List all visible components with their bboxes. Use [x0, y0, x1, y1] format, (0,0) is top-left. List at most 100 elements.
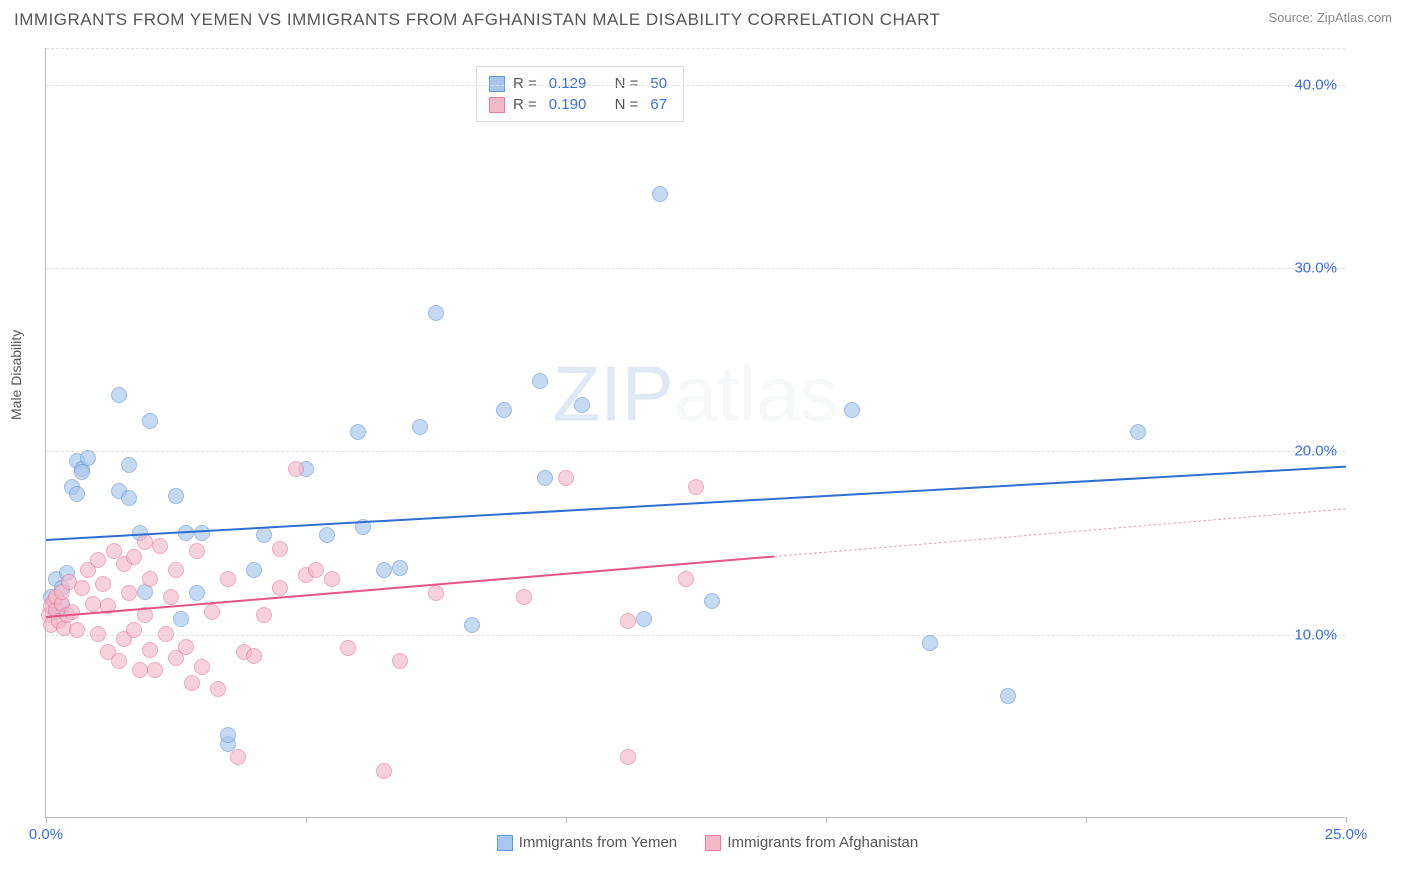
data-point — [376, 562, 392, 578]
data-point — [80, 450, 96, 466]
data-point — [574, 397, 590, 413]
x-tick-label: 25.0% — [1325, 826, 1368, 843]
data-point — [256, 607, 272, 623]
data-point — [392, 653, 408, 669]
data-point — [516, 589, 532, 605]
data-point — [620, 749, 636, 765]
data-point — [220, 571, 236, 587]
data-point — [412, 419, 428, 435]
x-tick — [46, 817, 47, 823]
data-point — [168, 562, 184, 578]
data-point — [636, 611, 652, 627]
y-axis-label: Male Disability — [8, 330, 24, 420]
data-point — [69, 622, 85, 638]
data-point — [147, 662, 163, 678]
data-point — [152, 538, 168, 554]
trend-line-extrapolated — [774, 508, 1346, 557]
data-point — [652, 186, 668, 202]
data-point — [1000, 688, 1016, 704]
data-point — [558, 470, 574, 486]
y-tick-label: 20.0% — [1294, 443, 1337, 460]
gridline-h — [46, 635, 1345, 636]
correlation-legend: R = 0.129 N = 50 R = 0.190 N = 67 — [476, 66, 684, 122]
y-tick-label: 10.0% — [1294, 626, 1337, 643]
data-point — [85, 596, 101, 612]
data-point — [922, 635, 938, 651]
data-point — [132, 662, 148, 678]
gridline-h — [46, 85, 1345, 86]
data-point — [95, 576, 111, 592]
data-point — [220, 727, 236, 743]
data-point — [90, 552, 106, 568]
data-point — [340, 640, 356, 656]
chart-title: IMMIGRANTS FROM YEMEN VS IMMIGRANTS FROM… — [14, 10, 940, 30]
trend-line — [46, 466, 1346, 541]
data-point — [246, 648, 262, 664]
data-point — [137, 534, 153, 550]
data-point — [350, 424, 366, 440]
data-point — [620, 613, 636, 629]
data-point — [210, 681, 226, 697]
data-point — [178, 639, 194, 655]
data-point — [194, 659, 210, 675]
chart-plot-area: ZIPatlas R = 0.129 N = 50 R = 0.190 N = … — [45, 48, 1345, 818]
data-point — [90, 626, 106, 642]
data-point — [121, 490, 137, 506]
gridline-h — [46, 451, 1345, 452]
data-point — [319, 527, 335, 543]
x-tick — [1086, 817, 1087, 823]
data-point — [324, 571, 340, 587]
data-point — [126, 549, 142, 565]
data-point — [230, 749, 246, 765]
x-tick — [306, 817, 307, 823]
data-point — [163, 589, 179, 605]
data-point — [194, 525, 210, 541]
data-point — [704, 593, 720, 609]
data-point — [308, 562, 324, 578]
y-tick-label: 30.0% — [1294, 260, 1337, 277]
data-point — [464, 617, 480, 633]
swatch-yemen-bottom — [497, 835, 513, 851]
gridline-h — [46, 268, 1345, 269]
data-point — [256, 527, 272, 543]
data-point — [272, 580, 288, 596]
data-point — [111, 653, 127, 669]
legend-row-afghanistan: R = 0.190 N = 67 — [489, 94, 671, 115]
data-point — [246, 562, 262, 578]
data-point — [74, 580, 90, 596]
x-tick — [1346, 817, 1347, 823]
data-point — [142, 571, 158, 587]
data-point — [64, 604, 80, 620]
data-point — [428, 585, 444, 601]
data-point — [376, 763, 392, 779]
data-point — [189, 543, 205, 559]
x-tick-label: 0.0% — [29, 826, 63, 843]
data-point — [158, 626, 174, 642]
series-legend: Immigrants from Yemen Immigrants from Af… — [46, 834, 1345, 851]
watermark: ZIPatlas — [552, 349, 838, 440]
x-tick — [566, 817, 567, 823]
swatch-yemen — [489, 76, 505, 92]
data-point — [121, 585, 137, 601]
source-label: Source: ZipAtlas.com — [1268, 10, 1392, 25]
data-point — [189, 585, 205, 601]
x-tick — [826, 817, 827, 823]
data-point — [168, 488, 184, 504]
swatch-afghanistan — [489, 97, 505, 113]
data-point — [69, 486, 85, 502]
data-point — [678, 571, 694, 587]
legend-row-yemen: R = 0.129 N = 50 — [489, 73, 671, 94]
data-point — [184, 675, 200, 691]
data-point — [126, 622, 142, 638]
data-point — [537, 470, 553, 486]
data-point — [173, 611, 189, 627]
data-point — [121, 457, 137, 473]
data-point — [142, 413, 158, 429]
data-point — [204, 604, 220, 620]
data-point — [142, 642, 158, 658]
data-point — [844, 402, 860, 418]
data-point — [272, 541, 288, 557]
data-point — [688, 479, 704, 495]
data-point — [74, 464, 90, 480]
data-point — [111, 387, 127, 403]
